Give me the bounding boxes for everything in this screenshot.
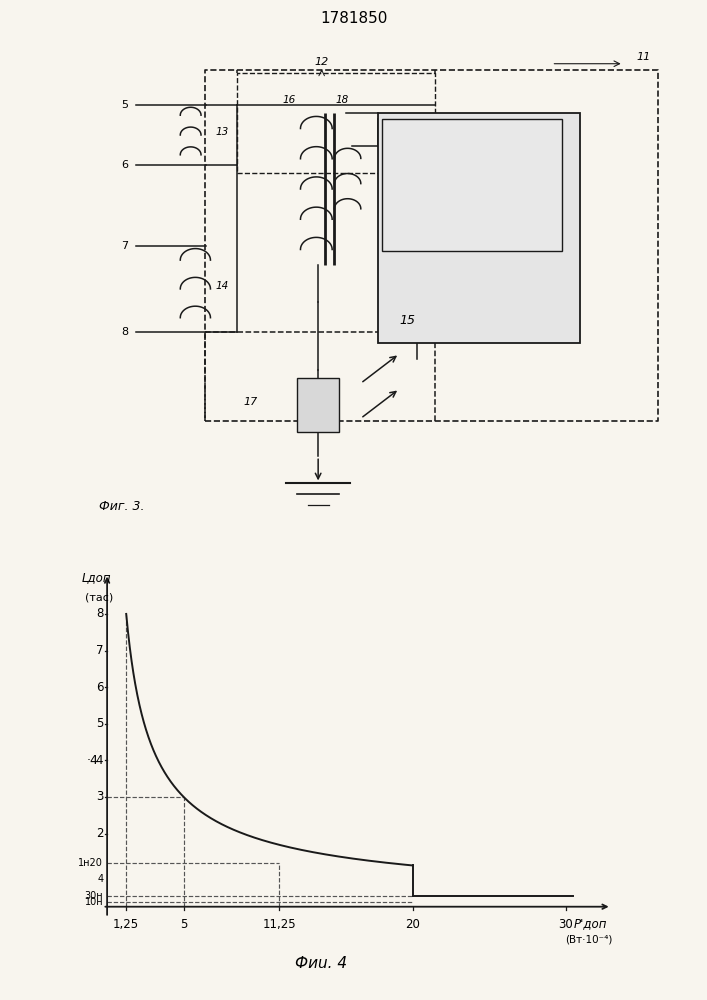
- Text: 5: 5: [122, 100, 129, 110]
- Text: 30н: 30н: [85, 891, 103, 901]
- Text: 11: 11: [636, 52, 650, 62]
- Text: 7: 7: [122, 241, 129, 251]
- Text: 16: 16: [283, 95, 296, 105]
- Text: (Вт·10⁻⁴): (Вт·10⁻⁴): [565, 934, 612, 944]
- Text: 6: 6: [122, 160, 129, 170]
- Text: 2: 2: [95, 827, 103, 840]
- Text: Фиu. 4: Фиu. 4: [295, 956, 347, 971]
- Text: 1н20: 1н20: [78, 858, 103, 868]
- Text: 30: 30: [559, 918, 573, 931]
- Text: 8: 8: [96, 607, 103, 620]
- Bar: [297, 378, 339, 432]
- Text: (тас): (тас): [86, 592, 114, 602]
- Text: ·4: ·4: [87, 754, 99, 767]
- Text: 11,25: 11,25: [262, 918, 296, 931]
- Text: 7: 7: [95, 644, 103, 657]
- Text: P'доп: P'доп: [573, 917, 607, 930]
- Text: 5: 5: [96, 717, 103, 730]
- Text: 13: 13: [216, 127, 229, 137]
- Text: Фиг. 3.: Фиг. 3.: [99, 500, 144, 513]
- Text: 18: 18: [336, 95, 349, 105]
- Bar: [382, 119, 562, 251]
- Text: 4: 4: [95, 754, 103, 767]
- Text: 5: 5: [180, 918, 187, 931]
- Text: 8: 8: [122, 327, 129, 337]
- Text: 15: 15: [399, 314, 416, 327]
- Text: 20: 20: [405, 918, 420, 931]
- Text: 4: 4: [97, 874, 103, 884]
- Text: 12: 12: [315, 57, 329, 67]
- Text: 3: 3: [96, 790, 103, 803]
- Text: 14: 14: [216, 281, 229, 291]
- Text: 10н: 10н: [85, 897, 103, 907]
- Text: 17: 17: [244, 397, 258, 407]
- Text: 1781850: 1781850: [320, 11, 387, 26]
- Text: Lдоп: Lдоп: [81, 571, 111, 584]
- Bar: [378, 113, 580, 343]
- Text: 1,25: 1,25: [113, 918, 139, 931]
- Text: 6: 6: [95, 681, 103, 694]
